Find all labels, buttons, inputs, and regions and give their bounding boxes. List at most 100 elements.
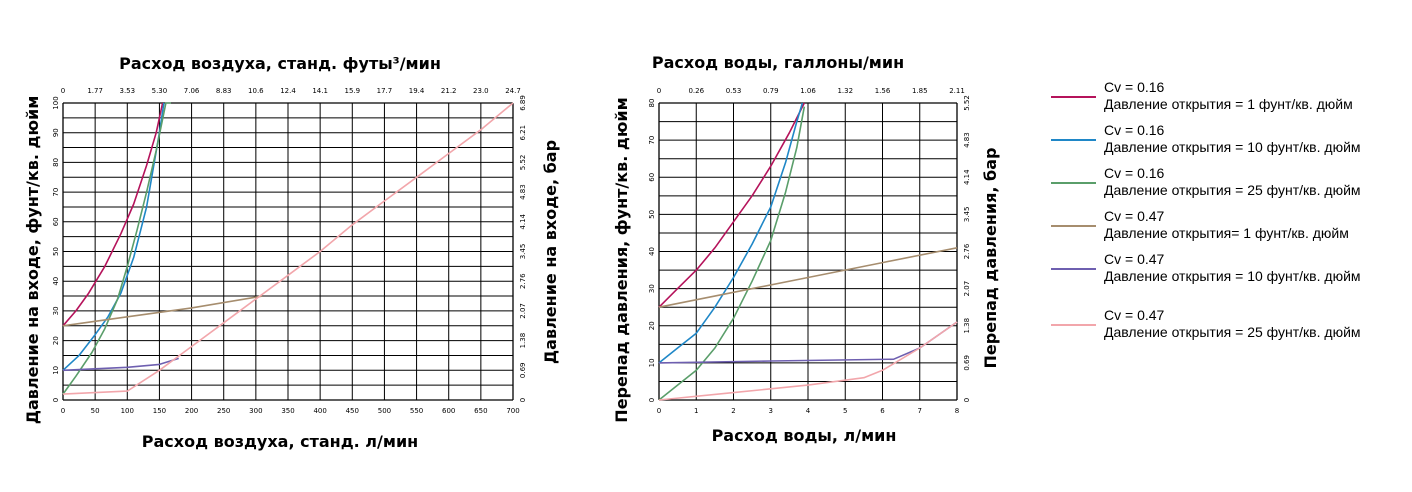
legend-label-pressure: Давление открытия = 25 фунт/кв. дюйм xyxy=(1104,324,1361,340)
x-tick-label: 5 xyxy=(843,407,847,415)
series-line-3 xyxy=(658,106,806,401)
x-top-tick-label: 23.0 xyxy=(473,87,489,95)
y-right-tick-label: 0 xyxy=(963,398,971,402)
legend-label-cv: Cv = 0.16 xyxy=(1104,122,1165,138)
series-line-1 xyxy=(658,102,806,308)
x-tick-label: 250 xyxy=(217,407,230,415)
x-top-tick-label: 21.2 xyxy=(441,87,457,95)
x-tick-label: 200 xyxy=(185,407,198,415)
y-tick-label: 50 xyxy=(648,210,656,219)
y-tick-label: 40 xyxy=(52,277,60,286)
x-tick-label: 650 xyxy=(474,407,487,415)
y-tick-label: 70 xyxy=(52,188,60,197)
x-top-tick-label: 1.56 xyxy=(875,87,891,95)
x-top-tick-label: 1.06 xyxy=(800,87,816,95)
y-tick-label: 40 xyxy=(648,247,656,256)
y-right-tick-label: 3.45 xyxy=(519,244,527,260)
x-tick-label: 450 xyxy=(346,407,359,415)
y-tick-label: 60 xyxy=(648,173,656,182)
y-right-tick-label: 1.38 xyxy=(963,318,971,334)
x-top-tick-label: 10.6 xyxy=(248,87,264,95)
series-line-6 xyxy=(658,321,958,401)
y-right-tick-label: 5.52 xyxy=(519,155,527,171)
y-tick-label: 60 xyxy=(52,217,60,226)
legend-label-pressure: Давление открытия = 25 фунт/кв. дюйм xyxy=(1104,182,1361,198)
series-line-3 xyxy=(62,102,171,395)
top-axis-title: Расход воздуха, станд. футы³/мин xyxy=(119,54,441,73)
y-right-tick-label: 0.69 xyxy=(519,363,527,379)
y-tick-label: 20 xyxy=(52,336,60,345)
y-right-tick-label: 2.07 xyxy=(963,281,971,297)
y-tick-label: 100 xyxy=(52,96,60,109)
x-tick-label: 6 xyxy=(880,407,885,415)
x-top-tick-label: 1.77 xyxy=(87,87,103,95)
x-tick-label: 100 xyxy=(121,407,134,415)
x-tick-label: 700 xyxy=(506,407,519,415)
x-tick-label: 0 xyxy=(657,407,661,415)
x-top-tick-label: 0.26 xyxy=(688,87,704,95)
y-tick-label: 70 xyxy=(648,136,656,145)
x-axis-title: Расход воздуха, станд. л/мин xyxy=(142,432,418,451)
y-tick-label: 0 xyxy=(52,398,60,402)
x-top-tick-label: 19.4 xyxy=(409,87,425,95)
y-right-tick-label: 6.21 xyxy=(519,125,527,141)
y-axis-title: Давление на входе, фунт/кв. дюйм xyxy=(23,96,42,425)
x-tick-label: 0 xyxy=(61,407,65,415)
series-line-6 xyxy=(62,102,514,395)
y-tick-label: 30 xyxy=(648,284,656,293)
x-top-tick-label: 7.06 xyxy=(184,87,200,95)
y-right-tick-label: 0 xyxy=(519,398,527,402)
x-tick-label: 8 xyxy=(955,407,959,415)
x-top-tick-label: 5.30 xyxy=(152,87,168,95)
x-top-tick-label: 1.32 xyxy=(837,87,853,95)
x-top-tick-label: 12.4 xyxy=(280,87,296,95)
x-tick-label: 600 xyxy=(442,407,455,415)
x-tick-label: 2 xyxy=(731,407,735,415)
x-top-tick-label: 3.53 xyxy=(119,87,135,95)
y-right-tick-label: 2.76 xyxy=(963,243,971,259)
y-right-tick-label: 6.89 xyxy=(519,95,527,111)
series-line-1 xyxy=(62,102,164,327)
legend-label-pressure: Давление открытия = 10 фунт/кв. дюйм xyxy=(1104,268,1361,284)
y-right-tick-label: 4.14 xyxy=(519,213,527,229)
legend-label-pressure: Давление открытия = 1 фунт/кв. дюйм xyxy=(1104,96,1353,112)
x-top-tick-label: 0.53 xyxy=(726,87,742,95)
y-right-axis-title: Давление на входе, бар xyxy=(541,140,560,364)
top-axis-title: Расход воды, галлоны/мин xyxy=(652,53,904,72)
x-top-tick-label: 1.85 xyxy=(912,87,928,95)
y-tick-label: 80 xyxy=(52,158,60,167)
x-tick-label: 500 xyxy=(378,407,391,415)
x-tick-label: 50 xyxy=(91,407,100,415)
x-tick-label: 300 xyxy=(249,407,262,415)
y-right-tick-label: 1.38 xyxy=(519,333,527,349)
x-top-tick-label: 24.7 xyxy=(505,87,521,95)
y-tick-label: 80 xyxy=(648,99,656,108)
x-tick-label: 4 xyxy=(806,407,811,415)
legend-label-cv: Cv = 0.47 xyxy=(1104,251,1165,267)
y-right-axis-title: Перепад давления, бар xyxy=(981,148,1000,369)
y-right-tick-label: 3.45 xyxy=(963,207,971,223)
y-tick-label: 10 xyxy=(648,358,656,367)
y-tick-label: 90 xyxy=(52,128,60,137)
y-axis-title: Перепад давления, фунт/кв. дюйм xyxy=(612,97,631,422)
y-right-tick-label: 2.07 xyxy=(519,303,527,319)
x-top-tick-label: 0.79 xyxy=(763,87,779,95)
series-line-5 xyxy=(62,357,179,372)
legend-label-cv: Cv = 0.16 xyxy=(1104,79,1165,95)
water-flow-chart: 0 1 2 3 4 5 6 7 80 0.26 0.53 0.79 1.06 1.32 1.56 1.85 2.… xyxy=(612,53,1000,445)
x-tick-label: 400 xyxy=(313,407,326,415)
x-top-tick-label: 0 xyxy=(61,87,65,95)
y-right-tick-label: 4.14 xyxy=(963,169,971,185)
x-top-tick-label: 0 xyxy=(657,87,661,95)
series-line-2 xyxy=(658,102,804,364)
x-top-tick-label: 15.9 xyxy=(344,87,360,95)
x-tick-label: 350 xyxy=(281,407,294,415)
series-line-4 xyxy=(62,295,263,327)
y-tick-label: 30 xyxy=(52,306,60,315)
x-top-tick-label: 2.11 xyxy=(949,87,965,95)
x-tick-label: 1 xyxy=(694,407,698,415)
legend-label-cv: Cv = 0.47 xyxy=(1104,307,1165,323)
series-line-4 xyxy=(658,247,958,308)
